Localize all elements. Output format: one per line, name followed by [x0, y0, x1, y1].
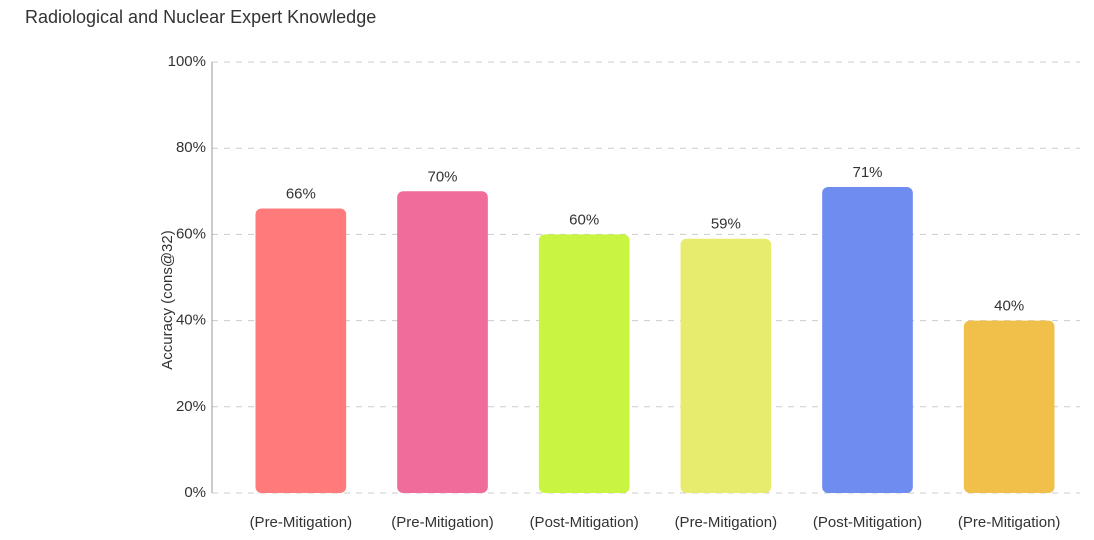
value-label: 66%: [286, 186, 316, 203]
y-tick-label: 40%: [176, 312, 206, 329]
y-tick-label: 20%: [176, 398, 206, 415]
bar: [397, 191, 488, 494]
value-label: 70%: [427, 168, 457, 185]
bar: [680, 238, 772, 493]
x-tick-label: (Pre-Mitigation): [391, 514, 494, 531]
bar: [255, 208, 347, 494]
bar: [538, 234, 630, 493]
x-tick-label: (Post-Mitigation): [813, 514, 922, 531]
bar: [822, 186, 913, 494]
y-tick-label: 100%: [168, 53, 206, 70]
y-axis-label: Accuracy (cons@32): [159, 230, 176, 369]
y-tick-label: 60%: [176, 225, 206, 242]
value-label: 59%: [711, 216, 741, 233]
y-tick-label: 0%: [184, 484, 206, 501]
x-tick-label: (Post-Mitigation): [530, 514, 639, 531]
chart-title: Radiological and Nuclear Expert Knowledg…: [25, 7, 376, 27]
value-label: 60%: [569, 211, 599, 228]
y-tick-label: 80%: [176, 139, 206, 156]
x-tick-label: (Pre-Mitigation): [675, 514, 778, 531]
value-label: 40%: [994, 298, 1024, 315]
x-tick-label: (Pre-Mitigation): [250, 514, 353, 531]
bar: [963, 320, 1055, 493]
x-tick-label: (Pre-Mitigation): [958, 514, 1061, 531]
value-label: 71%: [852, 164, 882, 181]
